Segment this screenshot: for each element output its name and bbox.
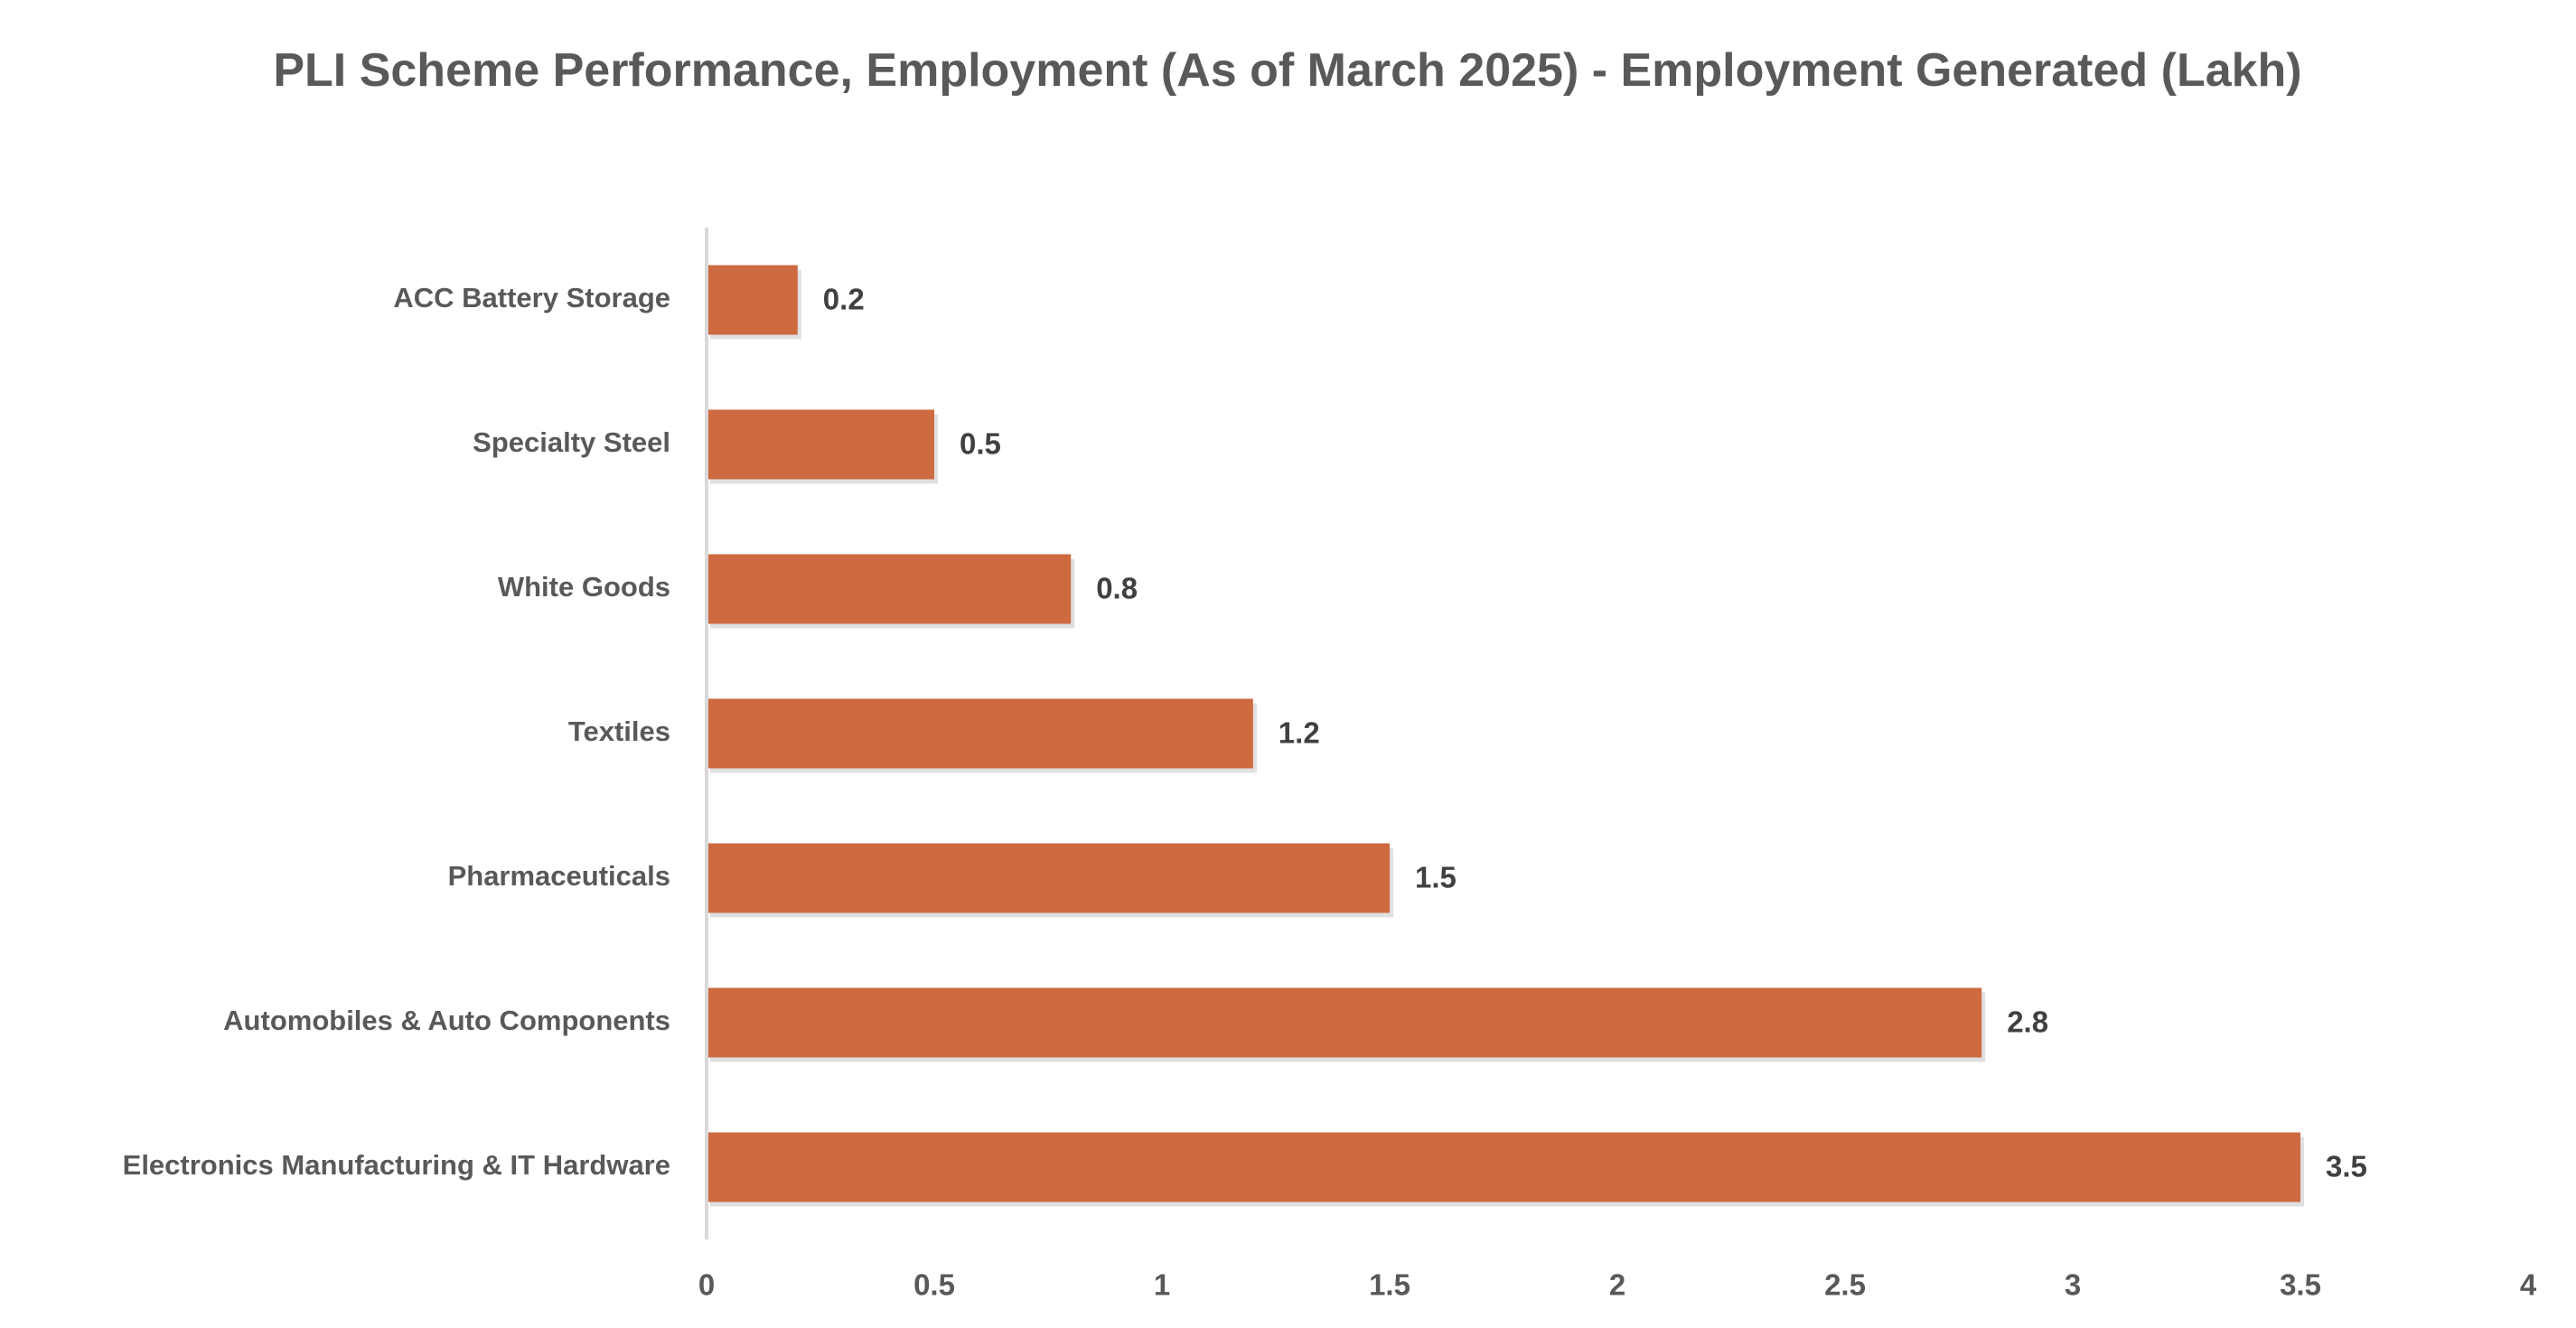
bar <box>707 1132 2300 1202</box>
bar <box>707 265 798 335</box>
bar <box>707 409 934 480</box>
x-tick-label: 3 <box>2065 1268 2081 1302</box>
bar <box>707 554 1072 624</box>
value-label: 2.8 <box>2007 1005 2048 1039</box>
x-tick-label: 2.5 <box>1824 1268 1866 1302</box>
y-tick-label: Specialty Steel <box>473 426 670 458</box>
value-label: 3.5 <box>2326 1150 2367 1183</box>
chart-title: PLI Scheme Performance, Employment (As o… <box>273 44 2302 97</box>
value-label: 0.8 <box>1096 572 1138 605</box>
x-tick-label: 0 <box>698 1268 715 1302</box>
x-tick-label: 1 <box>1154 1268 1170 1302</box>
x-tick-label: 4 <box>2520 1268 2537 1302</box>
x-tick-label: 3.5 <box>2280 1268 2321 1302</box>
y-tick-label: Textiles <box>568 715 670 747</box>
value-label: 0.2 <box>823 283 865 316</box>
bar <box>707 987 1982 1058</box>
x-tick-label: 1.5 <box>1369 1268 1410 1302</box>
x-tick-label: 0.5 <box>913 1268 955 1302</box>
y-tick-label: White Goods <box>498 571 670 603</box>
value-label: 1.2 <box>1279 716 1320 750</box>
value-label: 1.5 <box>1415 861 1457 894</box>
bar <box>707 698 1253 769</box>
value-label: 0.5 <box>960 427 1001 461</box>
y-tick-label: Automobiles & Auto Components <box>223 1005 670 1036</box>
y-tick-label: Pharmaceuticals <box>448 860 670 892</box>
y-tick-label: Electronics Manufacturing & IT Hardware <box>123 1149 670 1181</box>
y-tick-label: ACC Battery Storage <box>393 282 670 313</box>
x-tick-label: 2 <box>1609 1268 1625 1302</box>
bar <box>707 843 1390 913</box>
